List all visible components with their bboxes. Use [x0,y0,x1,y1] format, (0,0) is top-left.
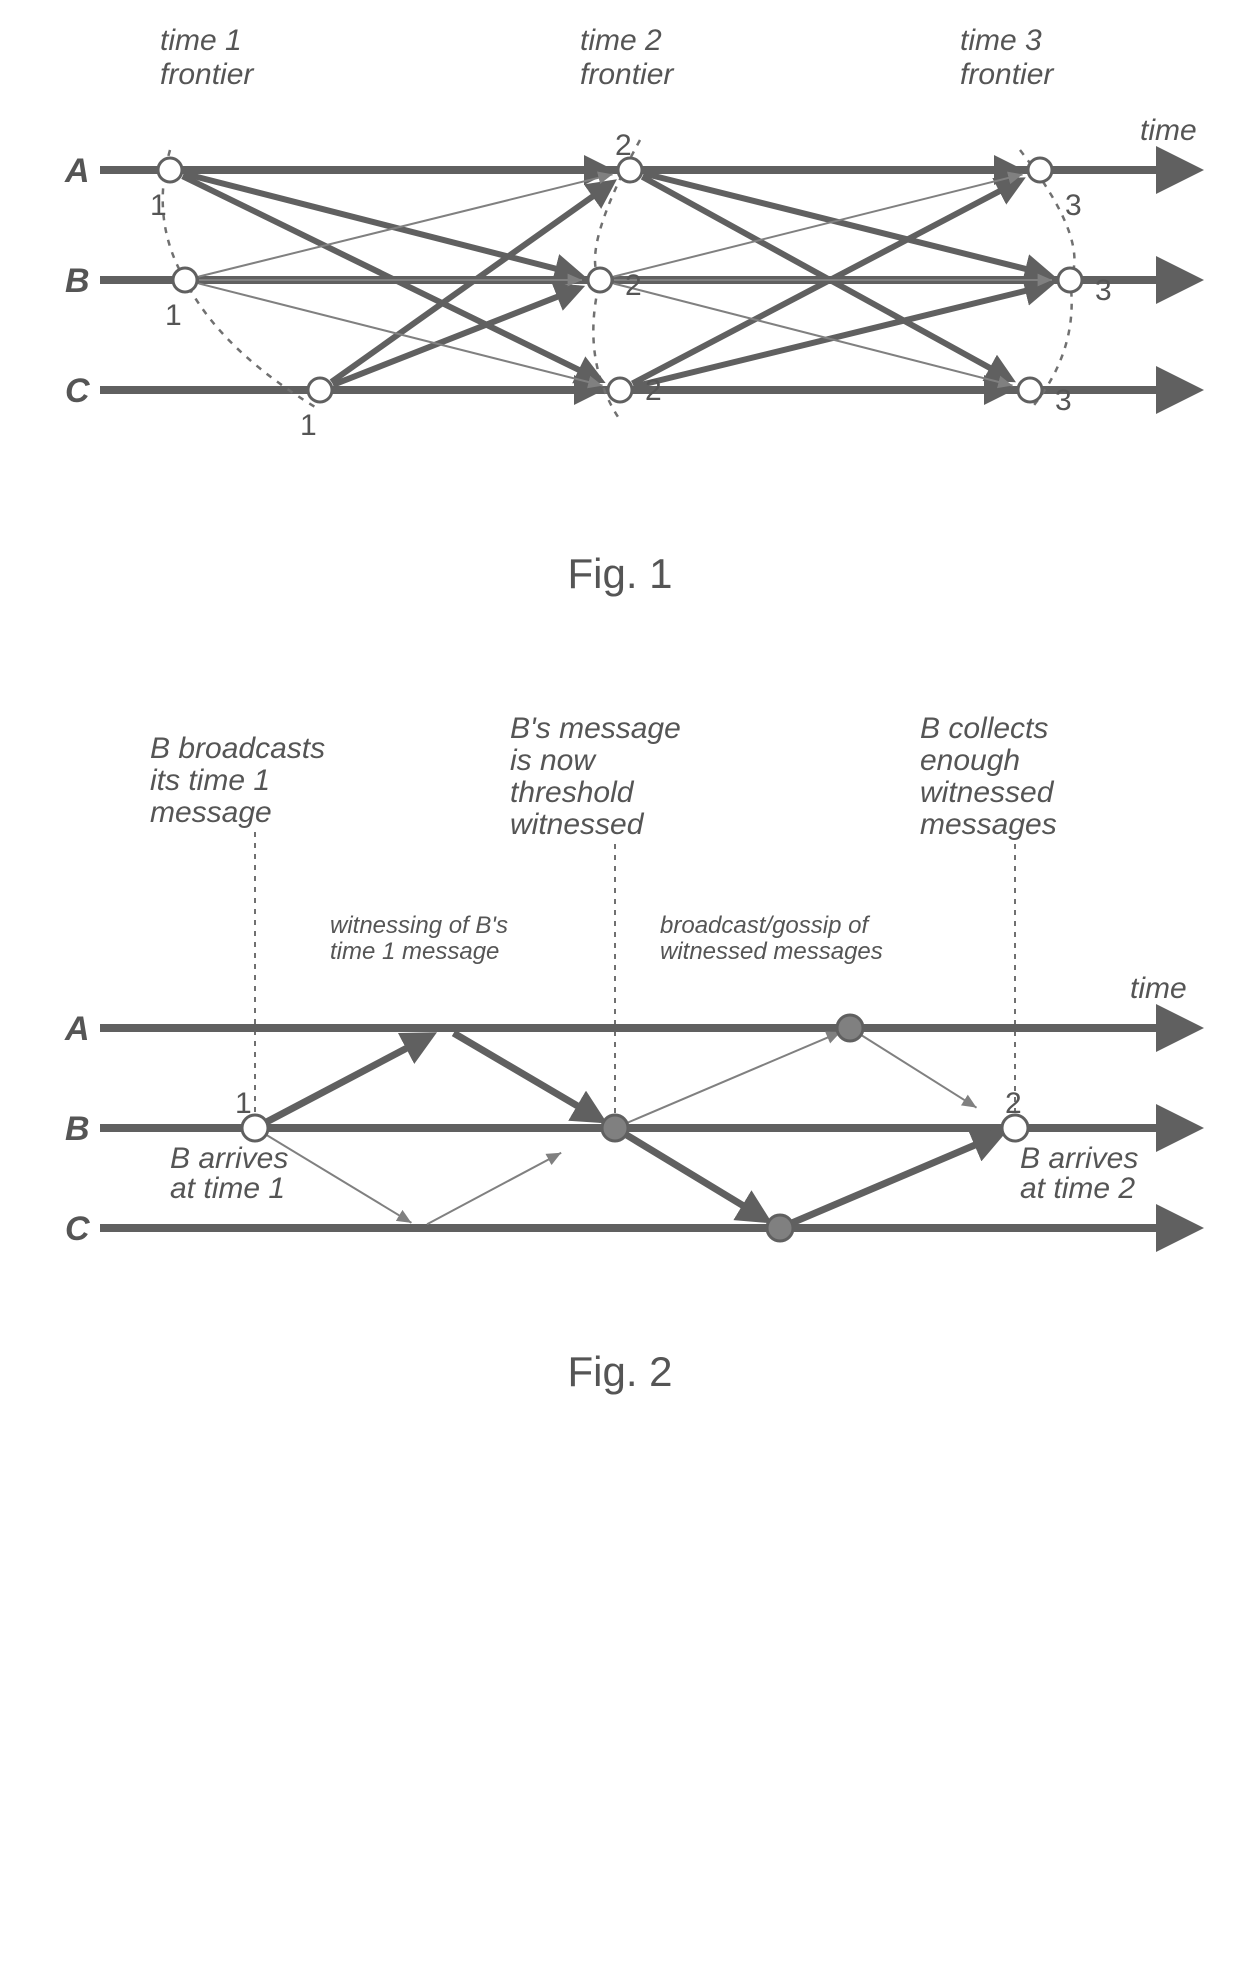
time-label: time [1130,972,1187,1005]
top-label-3-l2: witnessed [920,776,1055,809]
frontier-label-1-l0: time 1 [160,24,242,57]
frontier-label-3-l0: time 3 [960,24,1042,57]
edge-A2-B3 [644,173,1049,274]
frontier-label-2-l1: frontier [580,58,674,91]
top-label-2-l0: B's message [510,712,681,745]
node-A1 [158,158,182,182]
node-C3 [1018,378,1042,402]
node-B3 [1058,268,1082,292]
row-label-C: C [65,372,90,410]
node-C_mid [767,1215,793,1241]
top-label-1-l2: message [150,796,272,829]
edge-B2-C3 [614,283,1013,385]
node-label-A3: 3 [1065,189,1082,222]
node-B1 [173,268,197,292]
node-label-C2: 2 [645,374,662,407]
thin-edge-1 [427,1153,561,1225]
edge-A1-B2 [184,173,579,274]
node-B_mid [602,1115,628,1141]
edge-B1-C2 [199,283,603,385]
row-label-B: B [65,1110,90,1148]
top-label-3-l1: enough [920,744,1020,777]
top-label-2-l2: threshold [510,776,635,809]
under-label-1-l0: B arrives [170,1142,288,1175]
node-label-B2: 2 [625,269,642,302]
time-label: time [1140,114,1197,147]
node-A_mid [837,1015,863,1041]
thick-edge-3 [789,1134,1000,1224]
node-C1 [308,378,332,402]
row-label-A: A [64,1010,90,1048]
thin-edge-2 [622,1032,840,1125]
top-label-3-l3: messages [920,808,1057,841]
node-label-B_t1: 1 [235,1087,252,1120]
frontier-label-1-l1: frontier [160,58,254,91]
node-label-B1: 1 [165,299,182,332]
under-label-2-l1: at time 2 [1020,1172,1135,1205]
top-label-1-l0: B broadcasts [150,732,325,765]
node-label-A1: 1 [150,189,167,222]
node-label-B_t2: 2 [1005,1087,1022,1120]
frontier-label-3-l1: frontier [960,58,1054,91]
edge-C2-B3 [634,285,1049,386]
node-C2 [608,378,632,402]
row-label-A: A [64,152,90,190]
node-A3 [1028,158,1052,182]
row-label-B: B [65,262,90,300]
node-B2 [588,268,612,292]
mid-label-1-l1: time 1 message [330,938,499,965]
frontier-label-2-l0: time 2 [580,24,662,57]
fig2-svg: B broadcastsits time 1message B's message… [20,698,1220,1318]
figure-2: B broadcastsits time 1message B's message… [20,698,1220,1396]
top-label-3-l0: B collects [920,712,1048,745]
fig1-caption: Fig. 1 [20,550,1220,598]
thin-edge-3 [857,1032,977,1107]
top-label-2-l1: is now [510,744,597,777]
row-label-C: C [65,1210,90,1248]
mid-label-2-l1: witnessed messages [660,938,883,965]
thick-edge-1 [454,1033,602,1120]
node-label-C1: 1 [300,409,317,442]
top-label-2-l3: witnessed [510,808,645,841]
mid-label-1-l0: witnessing of B's [330,912,508,939]
mid-label-2-l0: broadcast/gossip of [660,912,870,939]
node-label-B3: 3 [1095,274,1112,307]
node-label-C3: 3 [1055,384,1072,417]
fig2-caption: Fig. 2 [20,1348,1220,1396]
node-label-A2: 2 [615,129,632,162]
figure-1: ABCtimetime 1frontiertime 2frontiertime … [20,20,1220,598]
under-label-1-l1: at time 1 [170,1172,285,1205]
thick-edge-0 [264,1035,431,1123]
thick-edge-2 [624,1133,767,1220]
top-label-1-l1: its time 1 [150,764,270,797]
fig1-svg: ABCtimetime 1frontiertime 2frontiertime … [20,20,1220,520]
under-label-2-l0: B arrives [1020,1142,1138,1175]
edge-B2-A3 [614,174,1023,276]
